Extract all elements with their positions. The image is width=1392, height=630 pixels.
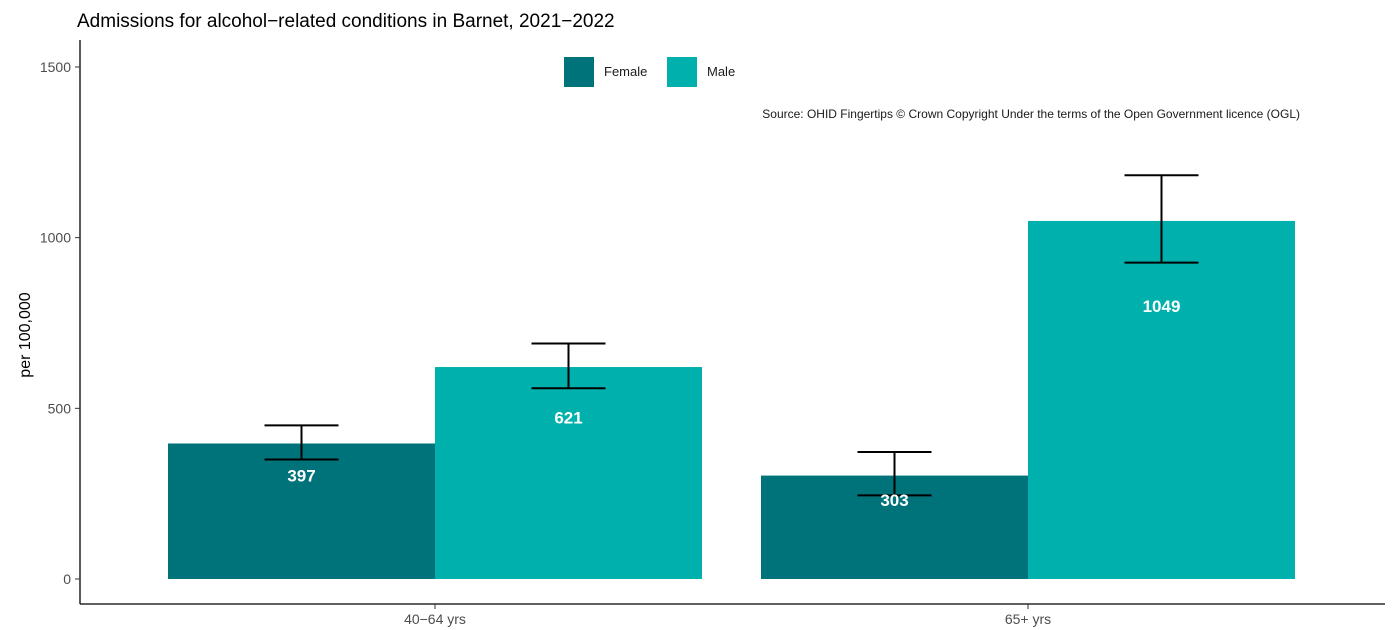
plot-area: 0 500 1000 1500 40−64 yrs 65+ yrs 397 303 621 104… (40, 40, 1385, 627)
y-tick-label: 1000 (40, 230, 71, 246)
legend-label: Female (604, 64, 647, 79)
y-tick-label: 500 (48, 400, 72, 416)
bar-value-label: 621 (554, 408, 582, 427)
chart-title: Admissions for alcohol−related condition… (77, 11, 615, 32)
legend-label: Male (707, 64, 735, 79)
legend-swatch (667, 57, 697, 87)
legend-swatch (564, 57, 594, 87)
legend-item-male: Male (667, 57, 735, 87)
bar-male (1028, 220, 1295, 579)
error-bar (857, 451, 932, 497)
source-note: Source: OHID Fingertips © Crown Copyrigh… (762, 107, 1300, 121)
bar-value-label: 1049 (1143, 297, 1181, 316)
error-bar (1124, 174, 1199, 264)
y-tick-label: 1500 (40, 59, 71, 75)
y-axis-title: per 100,000 (17, 292, 34, 378)
legend: Female Male (564, 57, 735, 87)
bar-value-label: 397 (287, 467, 315, 486)
bar-female (168, 443, 435, 579)
bar-value-label: 303 (880, 491, 908, 510)
error-bar (531, 342, 606, 390)
y-tick-label: 0 (63, 571, 71, 587)
x-tick-label: 40−64 yrs (404, 611, 466, 627)
x-tick-label: 65+ yrs (1005, 611, 1051, 627)
bar-male (435, 367, 702, 579)
error-bar (264, 424, 339, 461)
legend-item-female: Female (564, 57, 647, 87)
